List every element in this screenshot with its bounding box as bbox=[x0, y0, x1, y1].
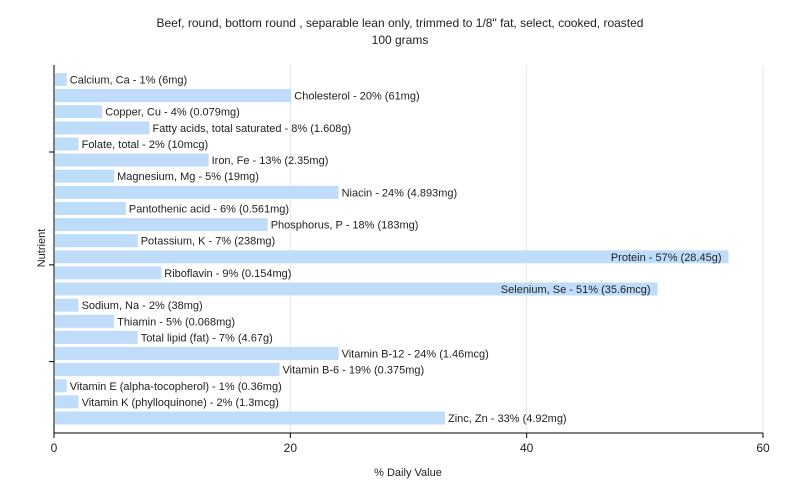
x-tick-label: 20 bbox=[284, 441, 298, 455]
bar-label: Calcium, Ca - 1% (6mg) bbox=[70, 75, 187, 87]
x-tick-label: 0 bbox=[51, 441, 58, 455]
bar bbox=[55, 121, 150, 135]
bar bbox=[55, 73, 67, 86]
bar-label: Phosphorus, P - 18% (183mg) bbox=[271, 220, 419, 232]
chart-title: Beef, round, bottom round , separable le… bbox=[0, 15, 800, 49]
bar-label: Cholesterol - 20% (61mg) bbox=[294, 91, 419, 103]
bar-label: Zinc, Zn - 33% (4.92mg) bbox=[448, 413, 567, 425]
bar-label: Potassium, K - 7% (238mg) bbox=[141, 236, 276, 248]
axes: 0 20 40 60 bbox=[49, 65, 770, 455]
bar bbox=[55, 153, 209, 167]
bar-label: Selenium, Se - 51% (35.6mcg) bbox=[501, 284, 651, 296]
bar bbox=[55, 298, 79, 312]
bar bbox=[55, 137, 79, 151]
x-axis-label: % Daily Value bbox=[374, 467, 442, 479]
bar-label: Magnesium, Mg - 5% (19mg) bbox=[117, 171, 259, 183]
x-tick-label: 40 bbox=[520, 441, 534, 455]
bar bbox=[55, 234, 138, 248]
bars bbox=[55, 73, 729, 425]
bar-label: Niacin - 24% (4.893mg) bbox=[342, 187, 458, 199]
bar-label: Vitamin B-6 - 19% (0.375mg) bbox=[283, 365, 425, 377]
bar bbox=[55, 363, 280, 377]
bar-label: Sodium, Na - 2% (38mg) bbox=[82, 300, 203, 312]
x-tick-label: 60 bbox=[756, 441, 770, 455]
bar-labels: Calcium, Ca - 1% (6mg) Cholesterol - 20% … bbox=[70, 75, 722, 426]
bar bbox=[55, 282, 658, 296]
grid bbox=[289, 65, 764, 433]
bar bbox=[55, 89, 292, 103]
bar bbox=[55, 185, 339, 199]
bar bbox=[55, 314, 115, 328]
bar-label: Fatty acids, total saturated - 8% (1.608… bbox=[153, 123, 352, 135]
chart-title-line-1: Beef, round, bottom round , separable le… bbox=[156, 16, 644, 30]
bar-label: Copper, Cu - 4% (0.079mg) bbox=[105, 107, 240, 119]
bar bbox=[55, 379, 67, 393]
bar-label: Thiamin - 5% (0.068mg) bbox=[117, 316, 235, 328]
bar-label: Protein - 57% (28.45g) bbox=[611, 252, 722, 264]
bar-label: Vitamin B-12 - 24% (1.46mcg) bbox=[342, 349, 489, 361]
chart-title-line-2: 100 grams bbox=[371, 33, 429, 47]
bar-label: Folate, total - 2% (10mcg) bbox=[82, 139, 209, 151]
bar-label: Iron, Fe - 13% (2.35mg) bbox=[212, 155, 329, 167]
bar-label: Vitamin K (phylloquinone) - 2% (1.3mcg) bbox=[82, 397, 279, 409]
bar bbox=[55, 169, 115, 183]
y-axis-label: Nutrient bbox=[36, 229, 48, 268]
bar bbox=[55, 411, 445, 425]
bar-label: Pantothenic acid - 6% (0.561mg) bbox=[129, 204, 289, 216]
bar bbox=[55, 347, 339, 360]
bar-label: Total lipid (fat) - 7% (4.67g) bbox=[141, 332, 273, 344]
bar-label: Riboflavin - 9% (0.154mg) bbox=[164, 268, 291, 280]
bar bbox=[55, 105, 103, 119]
bar bbox=[55, 250, 729, 264]
bar-label: Vitamin E (alpha-tocopherol) - 1% (0.36m… bbox=[70, 381, 282, 393]
bar bbox=[55, 266, 162, 280]
bar bbox=[55, 330, 138, 344]
bar bbox=[55, 202, 126, 215]
bar bbox=[55, 395, 79, 409]
bar bbox=[55, 218, 268, 232]
